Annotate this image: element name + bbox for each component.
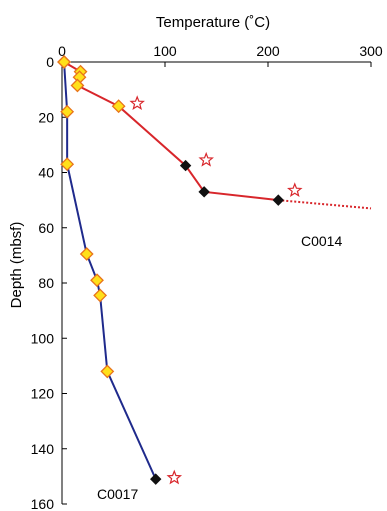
y-tick-label: 120: [31, 386, 55, 402]
x-axis-title: Temperature (˚C): [156, 14, 270, 31]
star-marker: [166, 469, 183, 485]
star-marker: [198, 151, 214, 167]
x-tick-label: 300: [359, 43, 383, 59]
y-tick-label: 160: [31, 496, 55, 511]
series-line-c0014: [63, 61, 279, 202]
data-point-c0017: [57, 55, 71, 69]
data-point-c0014: [179, 159, 192, 172]
data-point-c0014: [70, 78, 85, 93]
plot-area: 0 100 200 300 0 20 40 60 80 100 120 140 160: [31, 43, 383, 511]
y-axis-title: Depth (mbsf): [8, 222, 25, 309]
y-tick-label: 0: [46, 54, 54, 70]
data-point-c0017: [79, 247, 94, 261]
y-tick-label: 140: [31, 441, 55, 457]
y-tick-label: 100: [31, 330, 55, 346]
series-line-c0017: [63, 61, 157, 480]
data-point-c0017: [93, 288, 108, 303]
star-marker: [129, 95, 145, 111]
data-point-c0017: [150, 473, 162, 485]
y-tick-label: 80: [38, 275, 54, 291]
y-tick-label: 40: [38, 165, 54, 181]
data-point-c0014: [272, 194, 285, 206]
x-tick-label: 0: [58, 43, 66, 59]
data-point-c0017: [100, 364, 115, 379]
label-c0014: C0014: [301, 233, 342, 249]
data-point-c0017: [60, 104, 75, 119]
data-point-c0014: [111, 99, 126, 114]
star-marker: [287, 182, 303, 198]
x-tick-label: 100: [153, 43, 177, 59]
y-tick-label: 20: [38, 109, 54, 125]
data-point-c0014: [198, 186, 210, 198]
label-c0017: C0017: [97, 486, 138, 502]
series-extrapolation-c0014: [278, 199, 372, 210]
x-tick-label: 200: [256, 43, 280, 59]
data-point-c0017: [60, 157, 75, 172]
data-point-c0017: [90, 273, 104, 288]
y-tick-label: 60: [38, 220, 54, 236]
